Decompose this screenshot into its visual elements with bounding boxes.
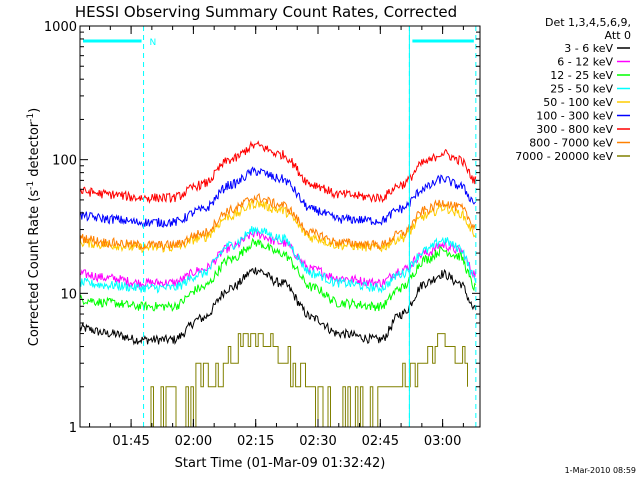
legend-label-6: 300 - 800 keV xyxy=(536,123,613,136)
y-axis-label-sup1: -1 xyxy=(26,181,36,190)
y-tick-label: 10 xyxy=(60,287,77,302)
night-bar-label: N xyxy=(150,38,157,48)
plot-frame xyxy=(79,25,481,428)
plot-area xyxy=(79,140,477,428)
y-tick-label: 1 xyxy=(69,421,77,436)
legend-label-3: 25 - 50 keV xyxy=(550,83,613,96)
y-axis-label: Corrected Count Rate (s-1 detector-1) xyxy=(26,108,42,346)
series-line-8 xyxy=(143,333,468,428)
x-tick-label: 02:15 xyxy=(237,434,274,449)
night-markers: N xyxy=(79,26,477,427)
x-tick-label: 02:00 xyxy=(175,434,212,449)
y-tick-label: 100 xyxy=(52,154,77,169)
y-axis-label-main: Corrected Count Rate (s xyxy=(27,190,42,347)
legend-label-4: 50 - 100 keV xyxy=(543,96,613,109)
footer-timestamp: 1-Mar-2010 08:59 xyxy=(565,466,636,475)
legend-label-1: 6 - 12 keV xyxy=(557,56,613,69)
x-tick-label: 02:45 xyxy=(362,434,399,449)
legend-header-line-1: Det 1,3,4,5,6,9, xyxy=(545,16,631,29)
x-tick-label: 03:00 xyxy=(424,434,461,449)
legend-label-5: 100 - 300 keV xyxy=(536,110,613,123)
chart-title: HESSI Observing Summary Count Rates, Cor… xyxy=(75,3,457,21)
x-axis-label: Start Time (01-Mar-09 01:32:42) xyxy=(175,456,386,471)
legend-label-7: 800 - 7000 keV xyxy=(529,137,613,150)
legend-label-0: 3 - 6 keV xyxy=(564,42,613,55)
legend-label-2: 12 - 25 keV xyxy=(550,69,613,82)
x-axis: 01:45 02:00 02:15 02:30 02:45 03:00 xyxy=(89,26,464,449)
legend-label-8: 7000 - 20000 keV xyxy=(515,150,613,163)
y-axis-label-sup2: -1 xyxy=(26,113,36,122)
y-axis-label-mid: detector xyxy=(27,121,42,181)
y-axis-label-end: ) xyxy=(27,108,42,113)
y-axis: 1 10 100 1000 xyxy=(44,20,480,436)
y-tick-label: 1000 xyxy=(44,20,77,35)
legend-header-line-2: Att 0 xyxy=(605,29,631,42)
x-tick-label: 01:45 xyxy=(112,434,149,449)
x-tick-label: 02:30 xyxy=(299,434,336,449)
